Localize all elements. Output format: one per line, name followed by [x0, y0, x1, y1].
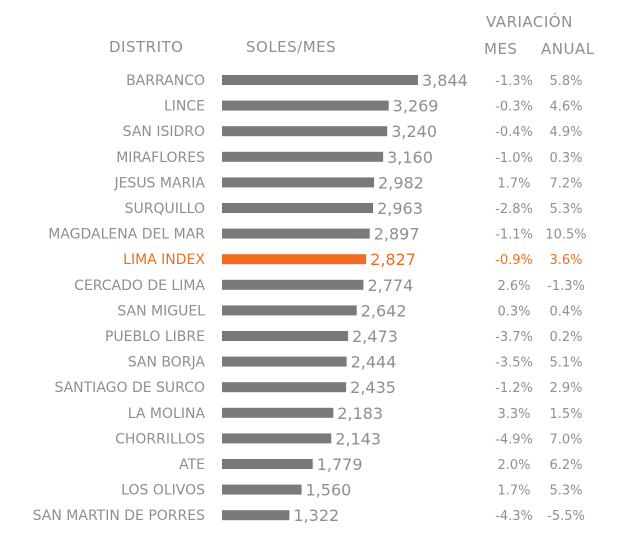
variacion-mes-label: -3.7%	[495, 330, 533, 345]
variacion-anual-label: 7.0%	[549, 432, 582, 447]
category-label: LA MOLINA	[128, 406, 206, 422]
category-label: CERCADO DE LIMA	[74, 278, 205, 294]
variacion-anual-label: 4.6%	[549, 100, 582, 115]
category-label: BARRANCO	[126, 73, 205, 89]
bar	[222, 254, 367, 265]
variacion-mes-label: 0.3%	[497, 304, 530, 319]
variacion-anual-label: 5.3%	[549, 202, 582, 217]
category-label: SANTIAGO DE SURCO	[54, 380, 205, 396]
variacion-anual-label: 1.5%	[549, 407, 582, 422]
variacion-mes-label: -0.9%	[495, 253, 533, 268]
variacion-mes-label: -0.3%	[495, 100, 533, 115]
category-label: LOS OLIVOS	[121, 483, 205, 499]
category-label: LIMA INDEX	[123, 252, 205, 268]
variacion-anual-label: -5.5%	[547, 509, 585, 524]
bar	[222, 151, 384, 162]
category-label: MAGDALENA DEL MAR	[48, 227, 205, 243]
variacion-anual-label: 4.9%	[549, 125, 582, 140]
value-label: 2,183	[337, 404, 383, 423]
bar	[222, 382, 347, 393]
variacion-anual-label: -1.3%	[547, 279, 585, 294]
variacion-mes-label: -1.3%	[495, 74, 533, 89]
bar	[222, 459, 313, 469]
value-label: 2,963	[377, 199, 423, 218]
bar	[222, 75, 418, 85]
variacion-anual-label: 6.2%	[549, 458, 582, 473]
value-label: 2,774	[367, 276, 413, 295]
variacion-mes-label: -0.4%	[495, 125, 533, 140]
bar	[222, 510, 290, 521]
value-label: 2,897	[374, 225, 420, 244]
bar	[222, 203, 374, 213]
variacion-mes-label: 2.6%	[497, 279, 530, 294]
bar	[222, 331, 349, 341]
variacion-anual-label: 3.6%	[549, 253, 582, 268]
category-label: SAN MIGUEL	[117, 303, 205, 319]
value-label: 1,322	[293, 506, 339, 525]
variacion-anual-label: 5.8%	[549, 74, 582, 89]
variacion-anual-label: 7.2%	[549, 176, 582, 191]
header-soles-mes: SOLES/MES	[246, 38, 337, 56]
value-label: 2,435	[350, 378, 396, 397]
variacion-mes-label: -2.8%	[495, 202, 533, 217]
value-label: 2,827	[370, 250, 416, 269]
bar	[222, 433, 332, 444]
variacion-mes-label: -4.9%	[495, 432, 533, 447]
category-label: LINCE	[164, 99, 205, 115]
header-distrito: DISTRITO	[109, 38, 184, 56]
bar	[222, 228, 370, 239]
category-label: SAN ISIDRO	[123, 124, 205, 140]
variacion-anual-label: 2.9%	[549, 381, 582, 396]
value-label: 2,143	[335, 429, 381, 448]
value-label: 2,642	[361, 301, 407, 320]
bar	[222, 356, 347, 367]
value-label: 1,779	[317, 455, 363, 474]
value-label: 2,473	[352, 327, 398, 346]
category-label: CHORRILLOS	[115, 431, 205, 447]
variacion-mes-label: -4.3%	[495, 509, 533, 524]
value-label: 2,982	[378, 173, 424, 192]
variacion-anual-label: 5.3%	[549, 484, 582, 499]
variacion-anual-label: 0.3%	[549, 151, 582, 166]
category-label: SAN BORJA	[128, 355, 206, 371]
bar	[222, 100, 389, 111]
variacion-anual-label: 10.5%	[545, 228, 586, 243]
variacion-anual-label: 0.4%	[549, 304, 582, 319]
header-anual: ANUAL	[541, 40, 595, 58]
value-label: 3,240	[391, 122, 437, 141]
header-mes: MES	[484, 40, 518, 58]
variacion-anual-label: 5.1%	[549, 356, 582, 371]
variacion-mes-label: -1.0%	[495, 151, 533, 166]
category-label: ATE	[179, 457, 205, 473]
variacion-mes-label: -1.1%	[495, 228, 533, 243]
variacion-mes-label: 2.0%	[497, 458, 530, 473]
category-label: JESUS MARIA	[113, 175, 205, 191]
bar	[222, 305, 357, 316]
category-label: SURQUILLO	[125, 201, 205, 217]
value-label: 3,269	[393, 97, 439, 116]
value-label: 1,560	[306, 481, 352, 500]
variacion-mes-label: -1.2%	[495, 381, 533, 396]
variacion-mes-label: 1.7%	[497, 484, 530, 499]
bar	[222, 126, 388, 137]
variacion-mes-label: 1.7%	[497, 176, 530, 191]
category-label: PUEBLO LIBRE	[105, 329, 205, 345]
variacion-mes-label: -3.5%	[495, 356, 533, 371]
value-label: 2,444	[351, 353, 397, 372]
variacion-anual-label: 0.2%	[549, 330, 582, 345]
bar	[222, 484, 302, 495]
bar	[222, 407, 334, 418]
category-label: SAN MARTIN DE PORRES	[33, 508, 205, 524]
value-label: 3,844	[422, 71, 468, 90]
header-variacion: VARIACIÓN	[486, 13, 573, 31]
value-label: 3,160	[387, 148, 433, 167]
variacion-mes-label: 3.3%	[497, 407, 530, 422]
category-label: MIRAFLORES	[116, 150, 205, 166]
bar	[222, 177, 375, 188]
bar	[222, 279, 364, 290]
